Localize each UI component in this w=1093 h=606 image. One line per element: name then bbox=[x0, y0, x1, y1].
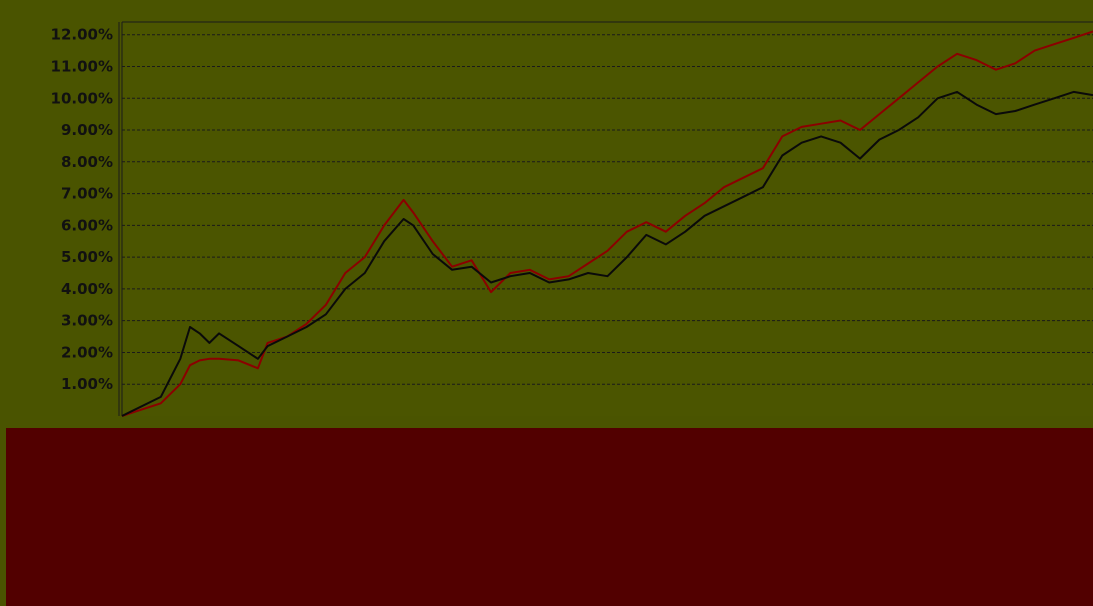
lower-band bbox=[6, 428, 1093, 606]
series-lines bbox=[121, 30, 1093, 417]
y-tick-label: 3.00% bbox=[61, 312, 113, 330]
y-tick-label: 7.00% bbox=[61, 185, 113, 203]
plot-area bbox=[122, 22, 1093, 416]
y-tick-label: 6.00% bbox=[61, 216, 113, 234]
y-tick-label: 11.00% bbox=[51, 57, 113, 75]
y-tick-label: 12.00% bbox=[51, 26, 113, 44]
y-tick-label: 5.00% bbox=[61, 248, 113, 266]
y-tick-label: 4.00% bbox=[61, 280, 113, 298]
y-tick-label: 8.00% bbox=[61, 153, 113, 171]
series-line-1 bbox=[121, 90, 1093, 417]
gridlines bbox=[122, 34, 1093, 385]
y-tick-label: 2.00% bbox=[61, 343, 113, 361]
y-tick-label: 10.00% bbox=[51, 89, 113, 107]
y-tick-label: 1.00% bbox=[61, 375, 113, 393]
y-axis-tick-labels: 1.00% 2.00% 3.00% 4.00% 5.00% 6.00% 7.00% 8.00%… bbox=[51, 26, 113, 394]
y-tick-label: 9.00% bbox=[61, 121, 113, 139]
axes bbox=[118, 21, 1093, 416]
